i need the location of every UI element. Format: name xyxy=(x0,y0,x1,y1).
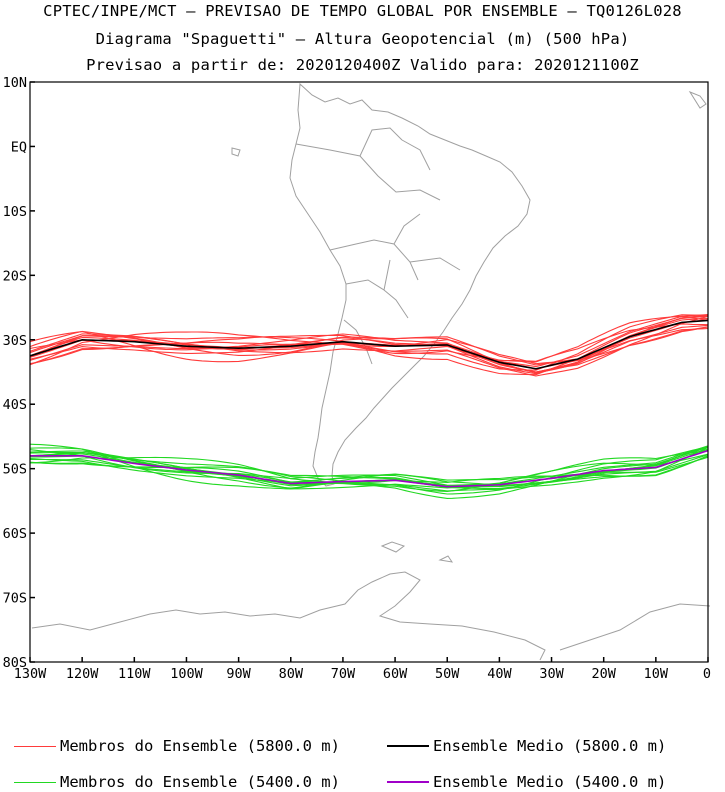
legend-mean-5800: Ensemble Medio (5800.0 m) xyxy=(387,736,666,756)
member-5800-line-3 xyxy=(29,314,709,371)
antarctica-coast xyxy=(31,571,711,661)
lat-tick-label: 30S xyxy=(3,333,27,349)
plot-frame xyxy=(29,81,709,663)
lon-tick-label: 10W xyxy=(644,666,669,682)
member-5400-line-12 xyxy=(29,446,709,492)
islands xyxy=(231,90,707,563)
lon-tick-label: 80W xyxy=(279,666,304,682)
member-5400-line-11 xyxy=(29,449,709,492)
lon-tick-label: 90W xyxy=(226,666,251,682)
lat-tick-label: 10S xyxy=(3,204,27,220)
lat-tick-label: 70S xyxy=(3,591,27,607)
south-america-coast xyxy=(289,82,531,487)
lat-tick-label: 40S xyxy=(3,397,27,413)
means-layer xyxy=(29,319,709,488)
member-5800-line-2 xyxy=(29,315,709,374)
legend-swatch-members-5400 xyxy=(14,781,56,783)
title-line-2: Diagrama "Spaguetti" – Altura Geopotenci… xyxy=(95,30,630,48)
lon-tick-label: 40W xyxy=(487,666,512,682)
legend-members-5800: Membros do Ensemble (5800.0 m) xyxy=(14,736,340,756)
lon-tick-label: 0 xyxy=(703,666,711,682)
country-borders xyxy=(295,127,461,365)
lat-tick-label: 60S xyxy=(3,526,27,542)
lon-tick-label: 30W xyxy=(539,666,564,682)
mean-5400-line xyxy=(30,449,709,488)
lon-tick-label: 110W xyxy=(118,666,151,682)
lon-tick-label: 120W xyxy=(66,666,99,682)
lon-tick-label: 70W xyxy=(331,666,356,682)
member-5400-line-2 xyxy=(29,446,709,489)
lon-tick-label: 20W xyxy=(591,666,616,682)
lon-tick-label: 50W xyxy=(435,666,460,682)
legend-swatch-members-5800 xyxy=(14,745,56,747)
lat-tick-label: EQ xyxy=(11,139,27,155)
member-5800-line-14 xyxy=(29,324,709,373)
mean-5800-line xyxy=(29,319,709,370)
lon-tick-label: 100W xyxy=(170,666,203,682)
member-5400-line-3 xyxy=(29,446,709,495)
legend-label-members-5800: Membros do Ensemble (5800.0 m) xyxy=(60,737,340,755)
member-5800-line-12 xyxy=(29,315,709,377)
lat-tick-label: 80S xyxy=(3,655,27,671)
lon-tick-label: 60W xyxy=(383,666,408,682)
legend-label-mean-5400: Ensemble Medio (5400.0 m) xyxy=(433,773,667,791)
legend-label-mean-5800: Ensemble Medio (5800.0 m) xyxy=(433,737,667,755)
coastline-layer xyxy=(31,82,711,661)
legend-swatch-mean-5800 xyxy=(387,745,429,747)
legend-members-5400: Membros do Ensemble (5400.0 m) xyxy=(14,772,340,792)
title-line-3: Previsao a partir de: 2020120400Z Valido… xyxy=(86,56,639,74)
legend-label-members-5400: Membros do Ensemble (5400.0 m) xyxy=(60,773,340,791)
lon-tick-label: 130W xyxy=(14,666,47,682)
title-line-1: CPTEC/INPE/MCT – PREVISAO DE TEMPO GLOBA… xyxy=(43,2,682,20)
legend-mean-5400: Ensemble Medio (5400.0 m) xyxy=(387,772,666,792)
legend-swatch-mean-5400 xyxy=(387,781,429,783)
member-5800-line-11 xyxy=(29,323,709,362)
lon-axis: 130W 120W 110W 100W 90W 80W 70W 60W 50W 40W 30W 20W… xyxy=(14,657,711,682)
members-5800-layer xyxy=(29,314,709,377)
lat-tick-label: 20S xyxy=(3,268,27,284)
lat-axis: 10N EQ 10S 20S 30S 40S 50S 60S 70S 80S xyxy=(3,75,35,671)
members-5400-layer xyxy=(29,443,709,499)
member-5400-line-14 xyxy=(29,454,709,487)
lat-tick-label: 10N xyxy=(3,75,27,91)
lat-tick-label: 50S xyxy=(3,462,27,478)
